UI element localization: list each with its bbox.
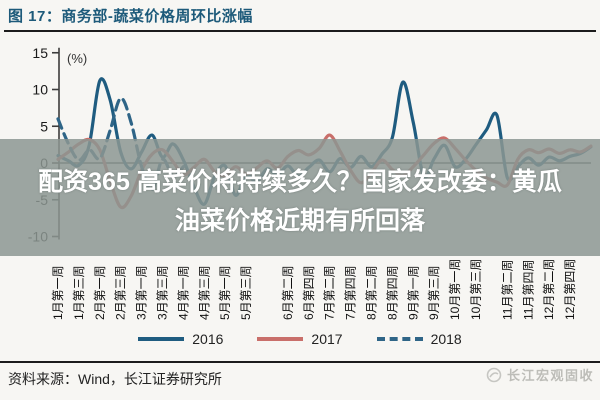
x-axis-label: 9月第三周 xyxy=(427,265,441,320)
x-axis-label: 12月第四周 xyxy=(563,259,577,320)
x-axis-label: 5月第一周 xyxy=(218,265,232,320)
y-axis-label: 5 xyxy=(40,118,48,134)
x-axis-label: 8月第二周 xyxy=(365,265,379,320)
watermark-label: 长江宏观固收 xyxy=(506,368,594,383)
y-axis-unit-label: (%) xyxy=(67,51,87,66)
x-axis-label: 7月第四周 xyxy=(344,265,358,320)
x-axis-label: 4月第一周 xyxy=(176,265,190,320)
overlay-headline-line2: 油菜价格近期有所回落 xyxy=(174,207,425,235)
x-axis-label: 9月第一周 xyxy=(406,265,420,320)
footer-divider xyxy=(0,361,600,363)
legend-label-2016: 2016 xyxy=(192,331,224,347)
legend-item-2016: 2016 xyxy=(138,331,223,347)
legend-swatch-2016 xyxy=(138,337,185,341)
x-axis-label: 10月第三周 xyxy=(469,259,483,320)
title-divider xyxy=(4,30,596,32)
legend-item-2017: 2017 xyxy=(257,331,343,347)
x-axis-label: 3月第三周 xyxy=(156,265,170,320)
x-axis-label: 4月第三周 xyxy=(197,265,211,320)
chart-legend: 2016 2017 2018 xyxy=(0,331,600,347)
x-axis-label: 6月第二周 xyxy=(281,265,295,320)
x-axis-label: 3月第一周 xyxy=(135,265,149,320)
overlay-headline-line1: 配资365 高菜价将持续多久？国家发改委：黄瓜 xyxy=(38,168,562,196)
x-axis-label: 2月第三周 xyxy=(114,265,128,320)
legend-label-2018: 2018 xyxy=(430,331,462,347)
x-axis-label: 12月第二周 xyxy=(542,259,556,320)
x-axis-label: 5月第三周 xyxy=(239,265,253,320)
x-axis-label: 8月第四周 xyxy=(385,265,399,320)
legend-label-2017: 2017 xyxy=(311,331,343,347)
x-axis-label: 1月第三周 xyxy=(72,265,86,320)
y-axis-label: 10 xyxy=(32,82,48,98)
x-axis-label: 11月第二周 xyxy=(500,260,514,320)
figure-title: 图 17：商务部-蔬菜价格周环比涨幅 xyxy=(8,8,253,25)
legend-item-2018: 2018 xyxy=(376,331,462,347)
watermark: 长江宏观固收 xyxy=(486,365,594,384)
x-axis-label: 7月第二周 xyxy=(323,265,337,320)
x-axis-label: 1月第一周 xyxy=(51,265,65,320)
x-axis-label: 2月第一周 xyxy=(93,265,107,320)
y-axis-label: 15 xyxy=(32,45,48,61)
x-axis-label: 11月第四周 xyxy=(521,260,535,320)
news-overlay-banner: 配资365 高菜价将持续多久？国家发改委：黄瓜 油菜价格近期有所回落 xyxy=(0,139,600,256)
legend-swatch-2017 xyxy=(257,337,304,341)
x-axis-label: 6月第四周 xyxy=(302,265,316,320)
data-source-note: 资料来源：Wind，长江证券研究所 xyxy=(8,371,222,387)
legend-swatch-2018 xyxy=(376,337,423,341)
x-axis-label: 10月第一周 xyxy=(448,259,462,320)
watermark-logo-icon xyxy=(486,367,502,382)
